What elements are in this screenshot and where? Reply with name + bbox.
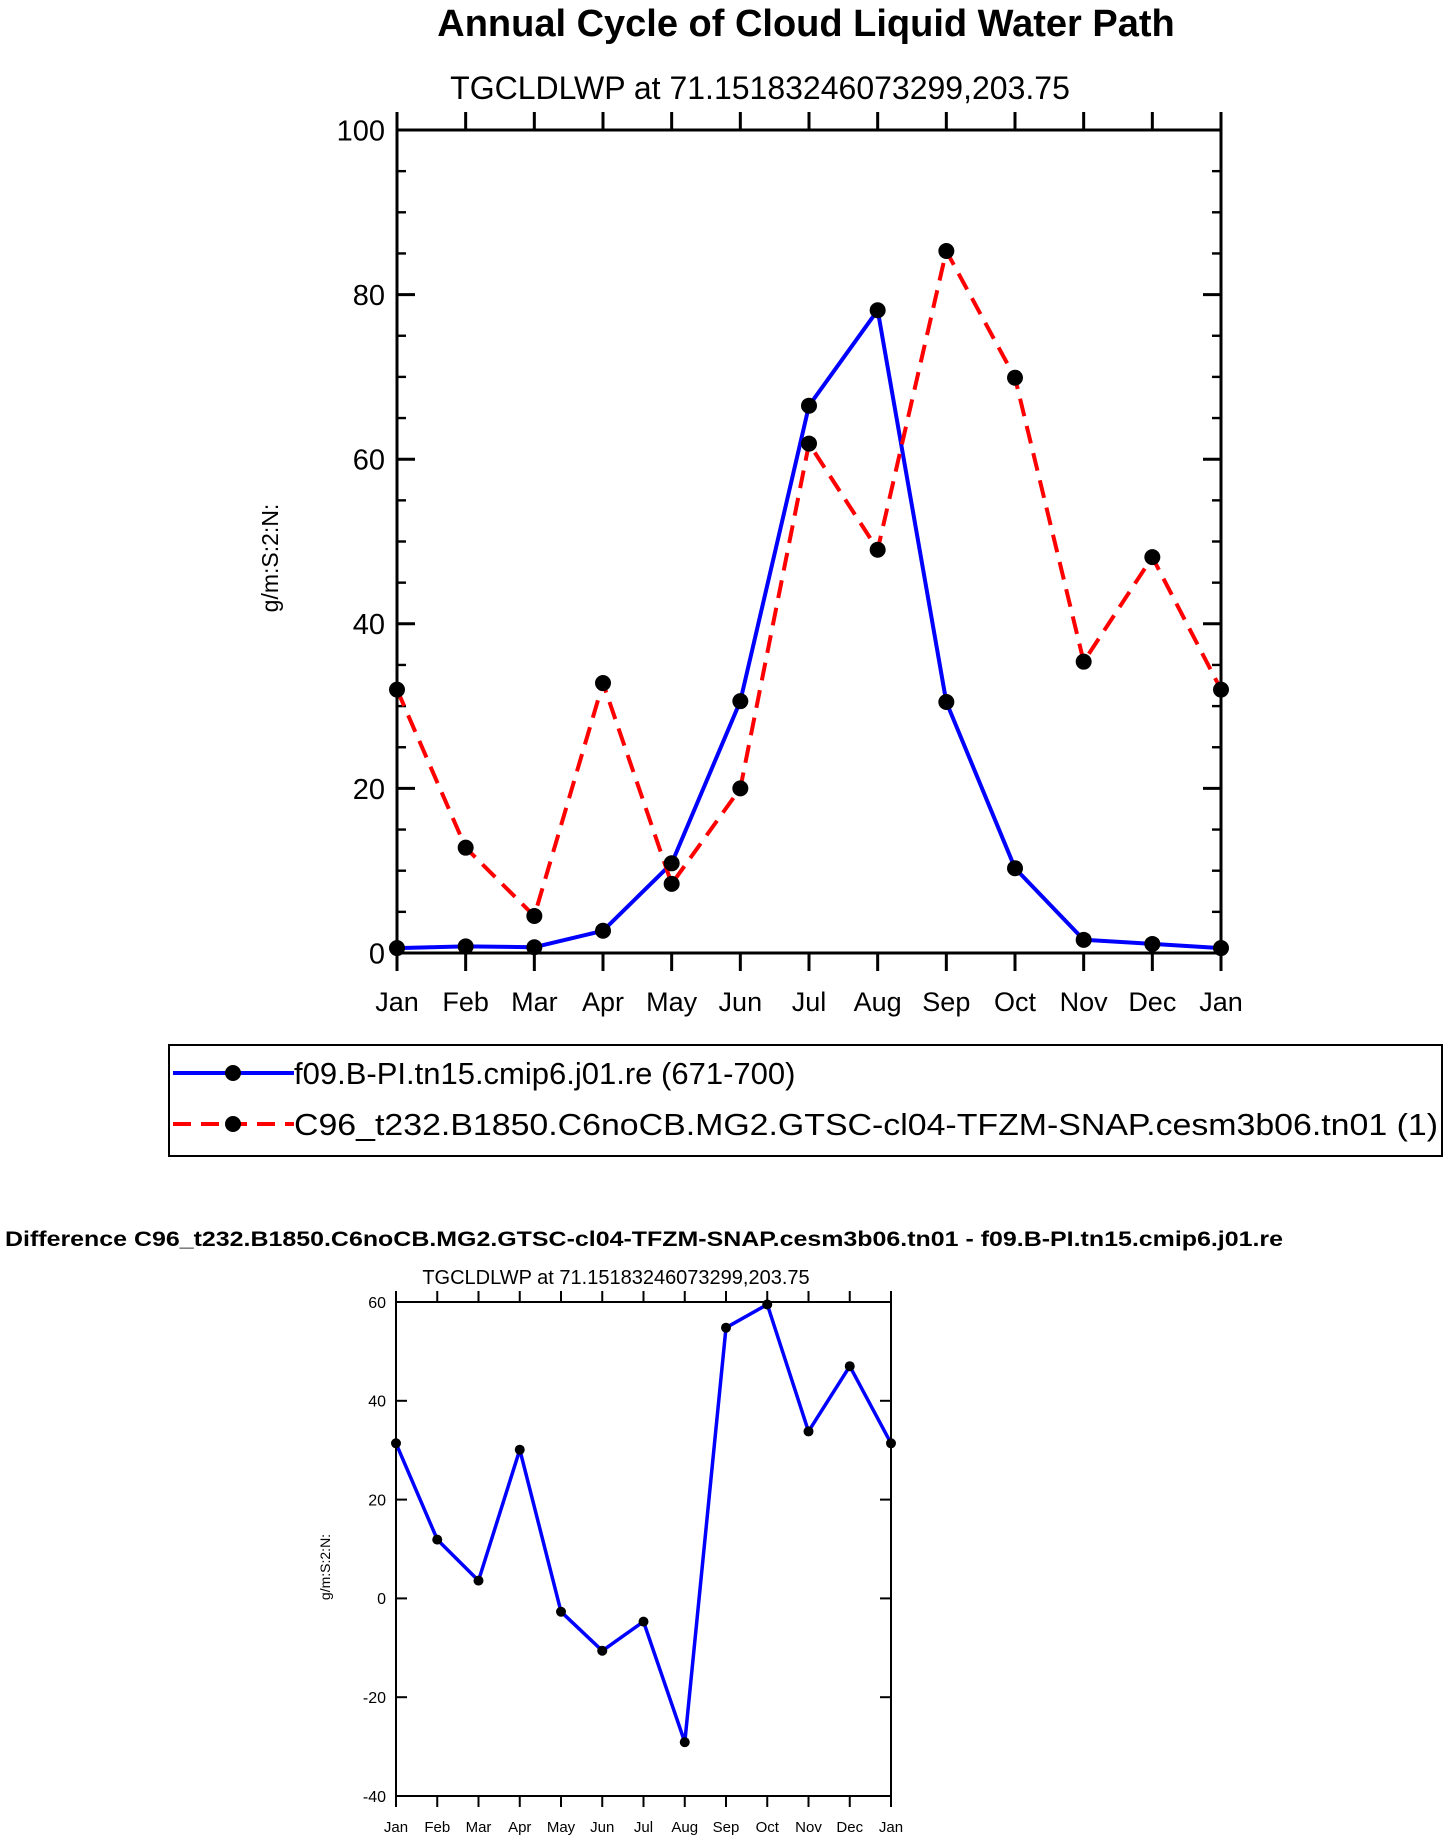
y-tick-label: 40 [353,609,385,641]
y-tick-label: 20 [368,1492,386,1509]
main-chart-x-tick-labels: Jan Feb Mar Apr May Jun Jul Aug Sep Oct Nov Dec Jan [375,987,1243,1017]
x-tick-label: Jan [375,987,419,1017]
data-point-0 [762,1299,773,1310]
x-tick-label: Oct [756,1819,780,1836]
x-tick-label: May [646,987,698,1017]
x-tick-label: Jul [792,987,827,1017]
x-tick-label: Nov [1060,987,1109,1017]
data-point-1 [1075,653,1092,670]
y-tick-label: -20 [363,1690,386,1707]
x-tick-label: Jan [384,1819,408,1836]
x-tick-label: Sep [922,987,970,1017]
legend-label-blue: f09.B-PI.tn15.cmip6.j01.re (671-700) [294,1056,795,1091]
data-point-0 [595,922,611,939]
x-tick-label: Jan [879,1819,903,1836]
data-point-0 [844,1361,855,1372]
main-chart-plot-frame [395,128,1223,955]
data-point-0 [1007,860,1023,877]
data-point-0 [663,855,680,872]
y-tick-label: 0 [369,938,385,970]
legend-marker-red [225,1116,241,1132]
legend-box [168,1044,1443,1157]
data-point-1 [663,875,680,892]
data-point-0 [526,939,543,956]
y-tick-label: 20 [353,774,385,806]
x-tick-label: Jun [719,987,763,1017]
difference-chart: Difference C96_t232.B1850.C6noCB.MG2.GTS… [5,1228,1283,1836]
difference-chart-series [391,1299,896,1748]
difference-chart-plot-frame [395,1301,892,1797]
main-chart-series [389,242,1229,957]
main-chart-ylabel: g/m:S:2:N: [257,504,283,613]
x-tick-label: Feb [424,1819,450,1836]
data-point-0 [556,1606,566,1617]
x-tick-label: Feb [442,987,489,1017]
data-point-0 [721,1322,731,1333]
x-tick-label: Apr [508,1819,531,1836]
data-point-0 [938,693,955,710]
y-tick-label: 80 [353,280,385,312]
data-point-0 [803,1426,814,1437]
legend-label-red: C96_t232.B1850.C6noCB.MG2.GTSC-cl04-TFZM… [294,1107,1438,1142]
difference-chart-y-tick-labels: -40 -20 0 20 40 60 [363,1295,386,1806]
data-point-1 [938,242,955,259]
data-point-0 [473,1575,484,1586]
data-point-0 [869,302,886,319]
data-point-0 [732,693,749,710]
data-point-0 [597,1645,608,1656]
data-point-1 [595,675,611,692]
main-chart: Annual Cycle of Cloud Liquid Water Path … [257,3,1243,1017]
difference-chart-title: Difference C96_t232.B1850.C6noCB.MG2.GTS… [5,1228,1283,1251]
y-tick-label: 100 [337,115,385,147]
x-tick-label: Mar [511,987,558,1017]
x-tick-label: Dec [1128,987,1176,1017]
x-tick-label: Jan [1199,987,1243,1017]
main-chart-subtitle: TGCLDLWP at 71.15183246073299,203.75 [450,70,1070,106]
data-point-1 [801,435,817,452]
x-tick-label: Apr [582,987,624,1017]
data-point-0 [432,1534,443,1545]
difference-chart-subtitle: TGCLDLWP at 71.15183246073299,203.75 [422,1267,809,1289]
y-tick-label: -40 [363,1789,386,1806]
x-tick-label: Nov [795,1819,822,1836]
x-tick-label: Jun [590,1819,614,1836]
difference-chart-ylabel: g/m:S:2:N: [317,1534,333,1600]
data-point-1 [1144,549,1161,566]
main-chart-title: Annual Cycle of Cloud Liquid Water Path [437,3,1175,45]
legend-marker-blue [225,1065,241,1081]
x-tick-label: Oct [994,987,1037,1017]
y-tick-label: 60 [368,1295,386,1312]
data-point-0 [679,1737,690,1748]
data-point-0 [1075,931,1092,948]
y-tick-label: 0 [377,1591,386,1608]
y-tick-label: 40 [368,1394,386,1411]
x-tick-label: Aug [854,987,902,1017]
data-point-1 [526,907,543,924]
data-point-0 [457,938,474,955]
main-chart-legend: f09.B-PI.tn15.cmip6.j01.re (671-700) C96… [168,1044,1443,1157]
data-point-0 [514,1444,525,1455]
data-point-1 [869,541,886,558]
data-point-1 [457,839,474,856]
x-tick-label: Mar [466,1819,492,1836]
data-point-0 [1144,935,1161,952]
x-tick-label: Sep [713,1819,740,1836]
data-point-1 [732,780,749,797]
x-tick-label: Dec [836,1819,863,1836]
data-point-0 [801,397,817,414]
x-tick-label: Aug [671,1819,698,1836]
data-point-0 [638,1616,649,1627]
x-tick-label: Jul [634,1819,653,1836]
y-tick-label: 60 [353,445,385,477]
difference-chart-x-tick-labels: Jan Feb Mar Apr May Jun Jul Aug Sep Oct Nov Dec Jan [384,1819,903,1836]
main-chart-y-tick-labels: 0 20 40 60 80 100 [337,115,385,970]
data-point-1 [1007,369,1023,386]
x-tick-label: May [547,1819,576,1836]
